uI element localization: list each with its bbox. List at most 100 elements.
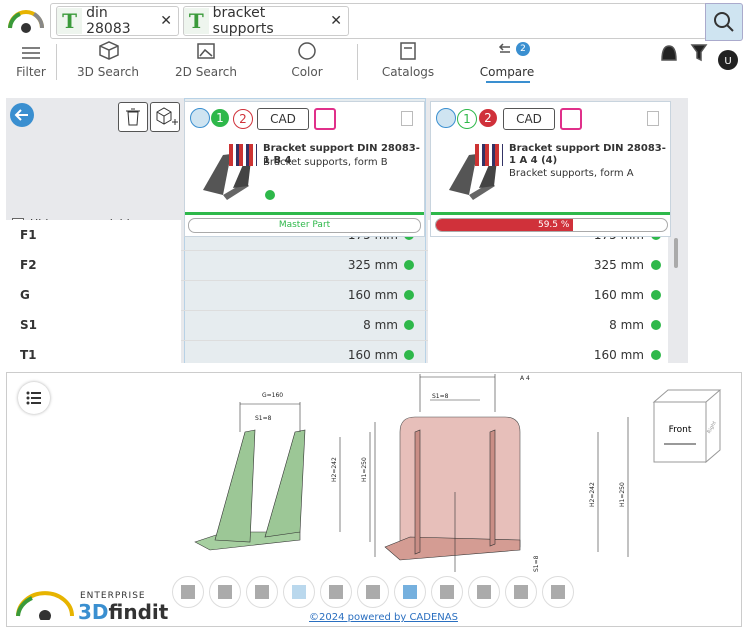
status-bar (185, 212, 424, 215)
svg-text:U: U (724, 56, 731, 67)
nav-item[interactable]: Filter (16, 65, 46, 79)
dimension-label: S1=8 (255, 415, 272, 422)
delete[interactable] (401, 111, 413, 126)
nav-item[interactable]: Catalogs (381, 65, 435, 79)
row-bg-part2 (428, 340, 668, 363)
flags (229, 144, 257, 166)
part-subtitle: Bracket supports, form A (509, 168, 634, 179)
match-dot (404, 290, 414, 300)
chip-label: din 28083 (86, 5, 131, 37)
version-badge[interactable]: 2 (479, 109, 497, 127)
variable-value: 160 mm (347, 288, 398, 302)
variable-value: 325 mm (593, 258, 644, 272)
version-badge[interactable]: 2 (233, 109, 253, 129)
match-dot (651, 260, 661, 270)
nav-item[interactable]: Color (291, 65, 323, 79)
row-bg-label (6, 250, 181, 280)
match-dot (404, 320, 414, 330)
variable-name: T1 (20, 348, 37, 362)
status-bar (431, 212, 670, 215)
viewer-tool[interactable] (505, 576, 537, 608)
variable-row: F2 325 mm 325 mm (6, 250, 668, 281)
dimension-label: H2=242 (331, 457, 338, 482)
variable-value: 325 mm (347, 258, 398, 272)
view-cube-right[interactable]: Right (706, 420, 718, 434)
row-bg-label (6, 280, 181, 310)
brand-tier: ENTERPRISE (80, 591, 146, 601)
dimension-label: G=160 (262, 392, 283, 399)
add-part[interactable] (150, 102, 180, 132)
viewer-tool[interactable] (283, 576, 315, 608)
part-title[interactable]: Bracket support DIN 28083-1 A 4 (4) (509, 143, 666, 166)
variable-row: T1 160 mm 160 mm (6, 340, 668, 363)
search-button[interactable] (705, 3, 743, 41)
row-bg-part2 (428, 250, 668, 280)
variable-value: 8 mm (363, 318, 398, 332)
variable-row: G 160 mm 160 mm (6, 280, 668, 311)
brand-word: findit (108, 600, 169, 624)
view-cube-front[interactable]: Front (669, 425, 692, 435)
nav-item[interactable]: 2D Search (175, 65, 237, 79)
version-badge[interactable]: 1 (211, 109, 229, 127)
part-card: 1 2 CAD Bracket support DIN 28083-1 A 4 (4)… (430, 101, 671, 237)
part-title[interactable]: Bracket support DIN 28083-1 B 4 (263, 143, 420, 166)
chip-label: bracket supports (212, 5, 274, 37)
flags (475, 144, 503, 166)
dimension-label: S1=8 (432, 393, 449, 400)
match-dot (651, 290, 661, 300)
swap-button[interactable] (314, 108, 336, 130)
variable-name: F2 (20, 258, 37, 272)
row-bg-part2 (428, 280, 668, 310)
viewer-tool[interactable] (172, 576, 204, 608)
viewer-tool[interactable] (209, 576, 241, 608)
part-subtitle: Bracket supports, form B (263, 157, 388, 168)
variable-value: 160 mm (347, 348, 398, 362)
match-dot (404, 350, 414, 360)
viewer-tool[interactable] (246, 576, 278, 608)
cad-button[interactable]: CAD (257, 108, 309, 130)
nav-item[interactable]: Compare (479, 65, 535, 79)
delete-all[interactable] (118, 102, 148, 132)
part-card: 1 2 CAD Bracket support DIN 28083-1 B 4 Brac… (184, 101, 425, 237)
part-thumbnail (439, 140, 505, 202)
viewer-tool[interactable] (320, 576, 352, 608)
match-dot (404, 260, 414, 270)
brand-prefix: 3D (78, 600, 109, 624)
delete[interactable] (647, 111, 659, 126)
master-part: Master Part (188, 218, 421, 233)
match-dot (651, 320, 661, 330)
nav-item[interactable]: 3D Search (77, 65, 139, 79)
variable-name: G (20, 288, 30, 302)
menu-button[interactable] (18, 382, 50, 414)
row-bg-label (6, 340, 181, 363)
cad-button[interactable]: CAD (503, 108, 555, 130)
viewer-tool[interactable] (394, 576, 426, 608)
back-button[interactable] (9, 102, 35, 128)
footer-link[interactable]: ©2024 powered by CADENAS (309, 612, 458, 623)
variable-value: 160 mm (593, 288, 644, 302)
viewer-tool[interactable] (468, 576, 500, 608)
nav-icons: U (22, 41, 738, 83)
match-bar: 59.5 % (435, 218, 668, 232)
variable-name: F1 (20, 228, 37, 242)
swap-button[interactable] (560, 108, 582, 130)
compare-badge: 2 (516, 42, 530, 56)
dimension-label: S1=8 (533, 555, 540, 572)
viewer-tool[interactable] (357, 576, 389, 608)
brand-name: 3Dfindit (78, 600, 168, 624)
version-badge[interactable]: 1 (457, 109, 477, 129)
part-thumbnail (193, 140, 259, 202)
viewer-tool[interactable] (431, 576, 463, 608)
viewer-tool[interactable] (542, 576, 574, 608)
drawing: G=160 S1=8 H2=242 H1=250 A 4 S1=8 H2=242… (194, 374, 722, 572)
logo-gauge (8, 10, 45, 33)
brand-gauge (16, 591, 74, 620)
row-bg-label (6, 310, 181, 340)
variable-name: S1 (20, 318, 37, 332)
crown[interactable] (436, 108, 456, 128)
match-fill (436, 219, 574, 231)
crown[interactable] (190, 108, 210, 128)
